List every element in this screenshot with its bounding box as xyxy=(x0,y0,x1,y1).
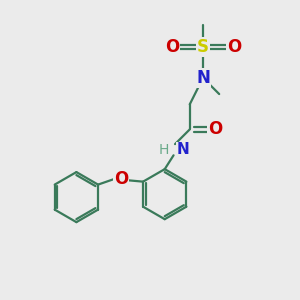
Text: N: N xyxy=(196,69,210,87)
Text: O: O xyxy=(165,38,179,56)
Text: N: N xyxy=(176,142,189,158)
Text: O: O xyxy=(227,38,241,56)
Text: S: S xyxy=(197,38,209,56)
Text: O: O xyxy=(208,120,222,138)
Text: O: O xyxy=(114,170,128,188)
Text: H: H xyxy=(159,143,169,157)
